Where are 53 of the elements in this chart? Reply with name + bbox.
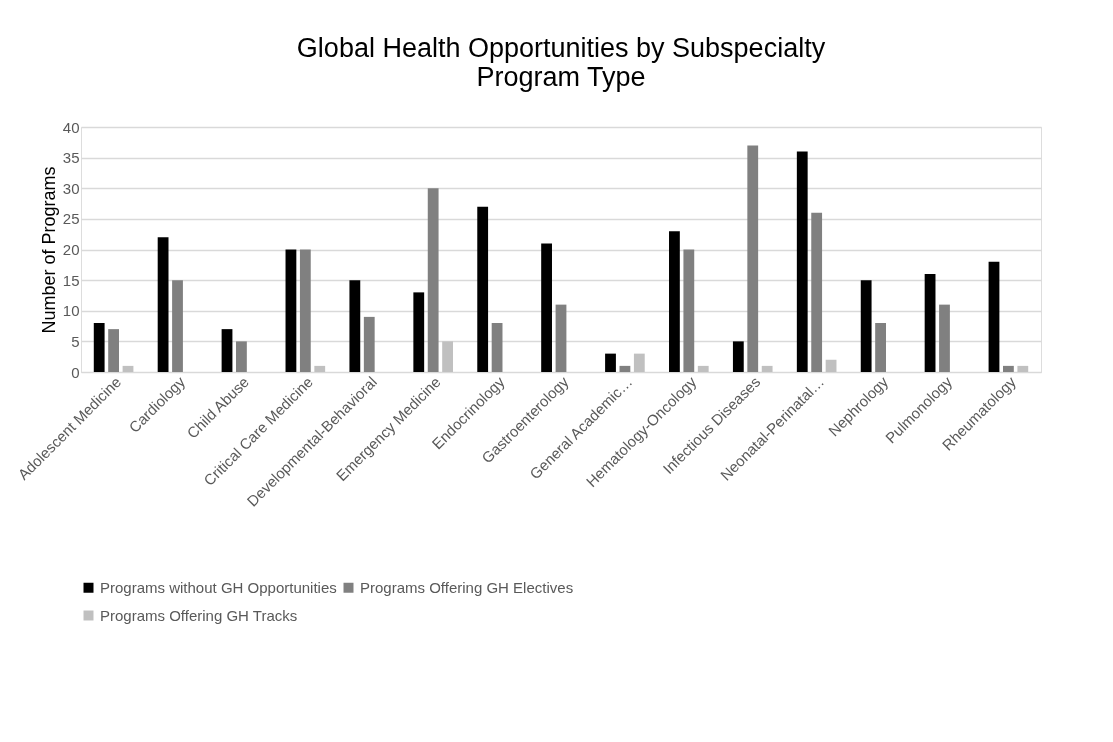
y-tick-label: 30 (62, 179, 80, 197)
bar (697, 365, 709, 372)
bar (541, 243, 552, 372)
bar (875, 323, 886, 372)
bar (122, 365, 134, 372)
bar (796, 151, 808, 372)
bar (1017, 365, 1029, 372)
bar (811, 212, 823, 372)
bar (157, 237, 169, 372)
legend-label: Programs Offering GH Tracks (100, 606, 298, 624)
bar (860, 280, 872, 372)
text: Global Health Opportunities by Subspecialty (296, 33, 826, 63)
legend-label: Programs Offering GH Electives (360, 578, 574, 596)
bar (633, 353, 645, 372)
bar (363, 316, 375, 372)
bar (108, 329, 119, 372)
bar (825, 359, 837, 372)
bar (1003, 365, 1014, 372)
y-tick-label: 20 (62, 241, 80, 258)
y-tick-label: 0 (71, 363, 80, 381)
bar (349, 280, 361, 372)
bar (413, 292, 425, 372)
bar (442, 341, 453, 372)
bar (683, 249, 695, 372)
bar (172, 280, 183, 372)
text: Program Type (476, 62, 646, 92)
bar (747, 145, 759, 372)
y-tick-label: 15 (62, 271, 80, 289)
bar (314, 365, 326, 372)
bar (605, 353, 616, 372)
bar (761, 365, 773, 372)
bar (477, 206, 489, 372)
bar (939, 304, 950, 372)
legend-label: Programs without GH Opportunities (100, 578, 337, 596)
bar (669, 231, 680, 372)
y-tick-label: 10 (62, 302, 80, 320)
bar (285, 249, 297, 372)
bar (988, 261, 1000, 372)
bar (299, 249, 311, 372)
y-axis-title: Number of Programs (38, 166, 59, 334)
y-tick-label: 40 (62, 118, 80, 136)
bar (236, 341, 247, 372)
bar (491, 323, 503, 372)
bar (732, 341, 744, 372)
bar (93, 323, 105, 372)
y-tick-label: 35 (62, 149, 80, 167)
bar (924, 274, 936, 372)
y-tick-label: 5 (71, 332, 80, 350)
bar (619, 365, 631, 372)
bar (221, 329, 233, 372)
y-tick-label: 25 (62, 210, 80, 228)
bar (555, 304, 567, 372)
bar (427, 188, 439, 372)
